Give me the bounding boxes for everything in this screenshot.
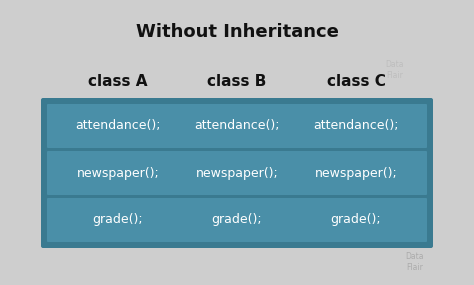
Text: newspaper();: newspaper(); (196, 166, 278, 180)
FancyBboxPatch shape (166, 151, 308, 195)
Text: class A: class A (88, 74, 148, 89)
FancyBboxPatch shape (160, 98, 314, 248)
FancyBboxPatch shape (166, 198, 308, 242)
Text: attendance();: attendance(); (75, 119, 161, 133)
FancyBboxPatch shape (285, 151, 427, 195)
FancyBboxPatch shape (279, 98, 433, 248)
Text: grade();: grade(); (93, 213, 143, 227)
FancyBboxPatch shape (47, 104, 189, 148)
Text: class B: class B (207, 74, 267, 89)
Text: Data
Flair: Data Flair (386, 60, 404, 80)
Text: grade();: grade(); (331, 213, 381, 227)
Text: attendance();: attendance(); (194, 119, 280, 133)
FancyBboxPatch shape (47, 198, 189, 242)
Text: Without Inheritance: Without Inheritance (136, 23, 338, 41)
Text: newspaper();: newspaper(); (315, 166, 397, 180)
FancyBboxPatch shape (41, 98, 195, 248)
Text: class C: class C (327, 74, 385, 89)
FancyBboxPatch shape (285, 104, 427, 148)
Text: attendance();: attendance(); (313, 119, 399, 133)
Text: newspaper();: newspaper(); (77, 166, 159, 180)
FancyBboxPatch shape (285, 198, 427, 242)
Text: Data
Flair: Data Flair (406, 252, 424, 272)
Text: grade();: grade(); (212, 213, 262, 227)
FancyBboxPatch shape (47, 151, 189, 195)
FancyBboxPatch shape (166, 104, 308, 148)
